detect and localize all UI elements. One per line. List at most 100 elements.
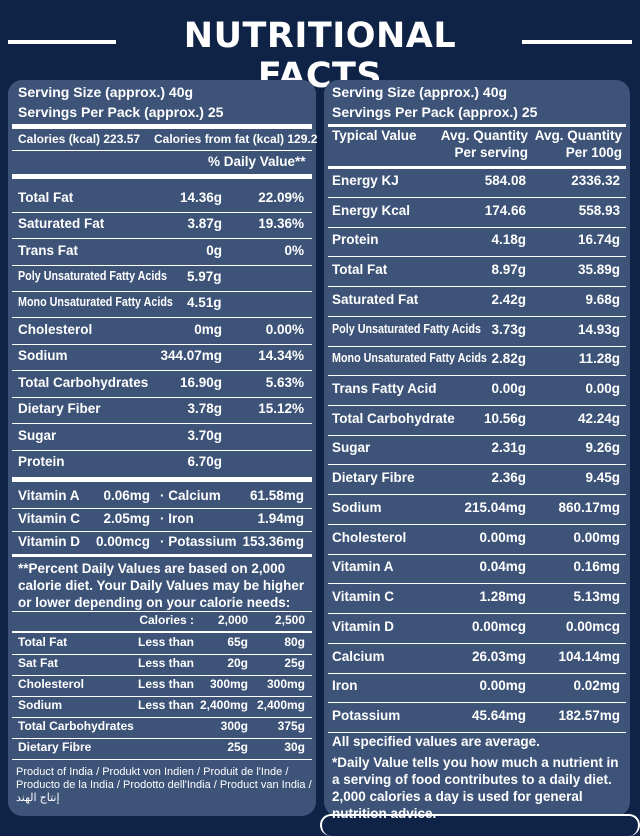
nutrient-name: Poly Unsaturated Fatty Acids (332, 322, 505, 336)
calorie-table-cell: 80g (284, 635, 305, 649)
calorie-table-cell: 30g (284, 740, 305, 754)
per-serving-value: 8.97g (491, 262, 526, 277)
nutrient-name: Mono Unsaturated Fatty Acids (332, 351, 512, 365)
origin-text: Product of India / Produkt von Indien / … (16, 766, 312, 804)
nutrient-label: Protein (18, 454, 65, 469)
nutrient-dv: 19.36% (258, 216, 304, 231)
divider (12, 397, 312, 398)
vitamin-amount: 2.05mg (103, 511, 150, 526)
nutrient-name: Sodium (332, 500, 382, 515)
divider-thick (328, 166, 626, 169)
nutrient-label: Cholesterol (332, 530, 407, 545)
mineral-name: · Potassium (160, 534, 237, 549)
daily-value-header: % Daily Value** (208, 154, 306, 169)
vitamin-amount: 0.00mcg (95, 534, 150, 549)
divider (328, 494, 626, 495)
divider-thick (328, 124, 626, 127)
nutrient-label: Saturated Fat (18, 216, 105, 231)
col-typical-value: Typical Value (332, 128, 417, 143)
divider (12, 555, 312, 557)
nutrient-label: Total Fat (332, 262, 388, 277)
divider (12, 508, 312, 509)
calorie-table-cell: Less than (137, 656, 194, 670)
divider (328, 673, 626, 674)
col-per-100g-2: Per 100g (565, 145, 622, 160)
calorie-table-header: Calories : (139, 613, 194, 627)
daily-value-note: *Daily Value tells you how much a nutrie… (332, 755, 619, 821)
nutrient-amount: 14.36g (179, 190, 222, 205)
nutrient-name: Dietary Fibre (332, 470, 415, 485)
nutrient-label: Energy KJ (332, 173, 399, 188)
divider (328, 583, 626, 584)
calorie-table-cell: 2,400mg (199, 698, 248, 712)
calorie-table-cell: Less than (137, 677, 194, 691)
per-serving-value: 2.31g (491, 440, 526, 455)
nutrient-label: Sodium (332, 500, 382, 515)
nutrient-amount: 3.70g (187, 428, 222, 443)
vitamin-name: Vitamin C (18, 511, 81, 526)
divider (12, 291, 312, 292)
nutrient-name: Vitamin C (332, 589, 394, 604)
per-serving-value: 174.66 (484, 203, 526, 218)
average-note: All specified values are average. (332, 734, 540, 749)
divider (328, 613, 626, 614)
per-100g-value: 14.93g (577, 322, 620, 337)
divider (12, 738, 312, 739)
divider (328, 256, 626, 257)
per-100g-value: 104.14mg (558, 649, 620, 664)
per-100g-value: 2336.32 (571, 173, 620, 188)
per-serving-value: 1.28mg (479, 589, 526, 604)
nutrient-dv: 15.12% (258, 401, 304, 416)
nutrient-name: Poly Unsaturated Fatty Acids (18, 269, 191, 283)
per-100g-value: 35.89g (577, 262, 620, 277)
vitamin-name: Vitamin A (18, 488, 80, 503)
bottom-decoration (320, 814, 640, 836)
divider (12, 450, 312, 451)
divider-thick (12, 477, 312, 482)
col-per-serving-1: Avg. Quantity (440, 128, 528, 143)
per-serving-value: 215.04mg (464, 500, 526, 515)
nutrient-name: Protein (18, 454, 65, 469)
nutrient-name: Energy KJ (332, 173, 399, 188)
per-100g-value: 0.16mg (573, 559, 620, 574)
divider (328, 554, 626, 555)
divider (328, 405, 626, 406)
per-serving-value: 0.00mg (479, 678, 526, 693)
nutrient-dv: 5.63% (265, 375, 304, 390)
per-serving-value: 3.73g (491, 322, 526, 337)
nutrient-label: Energy Kcal (332, 203, 411, 218)
divider (328, 375, 626, 376)
nutrient-name: Potassium (332, 708, 400, 723)
calorie-table-cell: 300mg (209, 677, 248, 691)
nutrient-name: Cholesterol (332, 530, 406, 545)
nutrient-label: Poly Unsaturated Fatty Acids (332, 322, 481, 336)
nutrient-name: Protein (332, 232, 379, 247)
nutrient-name: Mono Unsaturated Fatty Acids (18, 295, 198, 309)
nutrient-amount: 5.97g (187, 269, 222, 284)
nutrient-label: Sugar (18, 428, 57, 443)
divider (328, 732, 626, 733)
calorie-table-cell: Total Carbohydrates (18, 719, 134, 733)
nutrient-name: Trans Fatty Acid (332, 381, 437, 396)
per-100g-value: 42.24g (577, 411, 620, 426)
nutrient-name: Sugar (18, 428, 56, 443)
calorie-table-cell: Dietary Fibre (18, 740, 92, 754)
divider (12, 370, 312, 371)
nutrient-label: Total Carbohydrate (332, 411, 455, 426)
nutrient-amount: 3.78g (187, 401, 222, 416)
nutrient-amount: 6.70g (187, 454, 222, 469)
divider (328, 286, 626, 287)
divider (12, 675, 312, 676)
nutrient-amount: 4.51g (187, 295, 222, 310)
nutrient-label: Total Carbohydrates (18, 375, 149, 390)
per-serving-value: 0.00mcg (471, 619, 526, 634)
mineral-name: · Calcium (160, 488, 221, 503)
per-serving-value: 584.08 (484, 173, 526, 188)
per-100g-value: 558.93 (578, 203, 620, 218)
nutrient-label: Poly Unsaturated Fatty Acids (18, 269, 167, 283)
calorie-table-cell: 25g (227, 740, 248, 754)
nutrient-dv: 0% (284, 243, 304, 258)
nutrient-label: Total Fat (18, 190, 74, 205)
nutrient-label: Cholesterol (18, 322, 93, 337)
calorie-table-cell: Sat Fat (18, 656, 59, 670)
